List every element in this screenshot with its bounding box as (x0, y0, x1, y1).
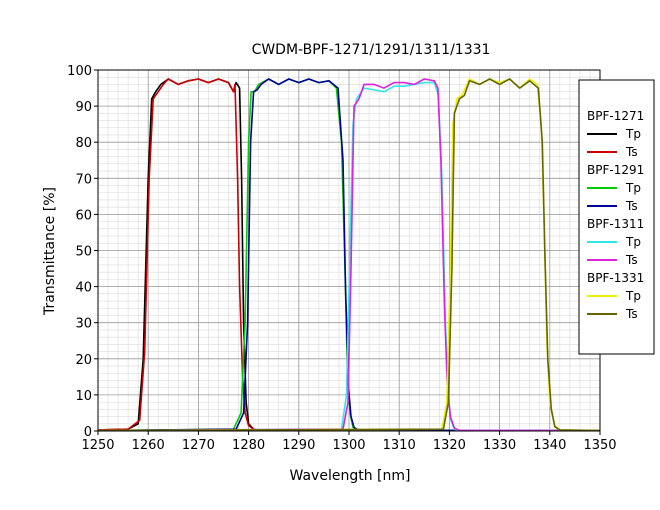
legend-group-label: BPF-1331 (587, 271, 644, 285)
x-tick-label: 1320 (433, 438, 466, 453)
x-tick-label: 1270 (182, 438, 215, 453)
x-tick-label: 1260 (132, 438, 165, 453)
legend-box (578, 79, 655, 355)
series-line-bpf-1271-ts (97, 78, 601, 432)
legend-group-label: BPF-1311 (587, 217, 644, 231)
y-tick-label: 100 (67, 64, 92, 79)
legend-series-label: Tp (625, 127, 641, 141)
y-tick-label: 30 (75, 317, 92, 332)
y-tick-label: 20 (75, 353, 92, 368)
legend-series-label: Ts (625, 253, 638, 267)
y-tick-label: 40 (75, 281, 92, 296)
x-tick-label: 1280 (232, 438, 265, 453)
x-tick-label: 1250 (81, 438, 114, 453)
y-tick-label: 70 (75, 172, 92, 187)
y-tick-label: 60 (75, 208, 92, 223)
chart-title: CWDM-BPF-1271/1291/1311/1331 (252, 42, 491, 58)
y-tick-label: 90 (75, 100, 92, 115)
legend-series-label: Tp (625, 289, 641, 303)
y-tick-label: 50 (75, 245, 92, 260)
legend-series-label: Ts (625, 145, 638, 159)
y-tick-label: 80 (75, 136, 92, 151)
x-tick-label: 1350 (583, 438, 616, 453)
legend-group-label: BPF-1291 (587, 163, 644, 177)
x-axis-label: Wavelength [nm] (290, 468, 411, 484)
legend-group-label: BPF-1271 (587, 109, 644, 123)
series-line-bpf-1291-ts (97, 78, 601, 432)
x-tick-label: 1330 (483, 438, 516, 453)
y-axis-label: Transmittance [%] (42, 187, 58, 316)
x-tick-label: 1310 (383, 438, 416, 453)
series-line-bpf-1331-ts (97, 78, 601, 432)
y-ticks: 0 10 20 30 40 50 60 70 80 90 100 (67, 64, 98, 440)
legend-series-label: Ts (625, 199, 638, 213)
x-tick-label: 1300 (332, 438, 365, 453)
series-layer (97, 78, 601, 432)
y-tick-label: 10 (75, 389, 92, 404)
x-ticks: 1250 1260 1270 1280 1290 1300 1310 1320 1330 1340… (81, 431, 617, 453)
y-tick-label: 0 (84, 425, 92, 440)
x-tick-label: 1290 (282, 438, 315, 453)
legend-series-label: Tp (625, 235, 641, 249)
legend: BPF-1271 Tp Ts BPF-1291 Tp Ts BPF-1311 Tp Ts BPF-… (578, 79, 655, 355)
legend-series-label: Ts (625, 307, 638, 321)
legend-series-label: Tp (625, 181, 641, 195)
x-tick-label: 1340 (533, 438, 566, 453)
